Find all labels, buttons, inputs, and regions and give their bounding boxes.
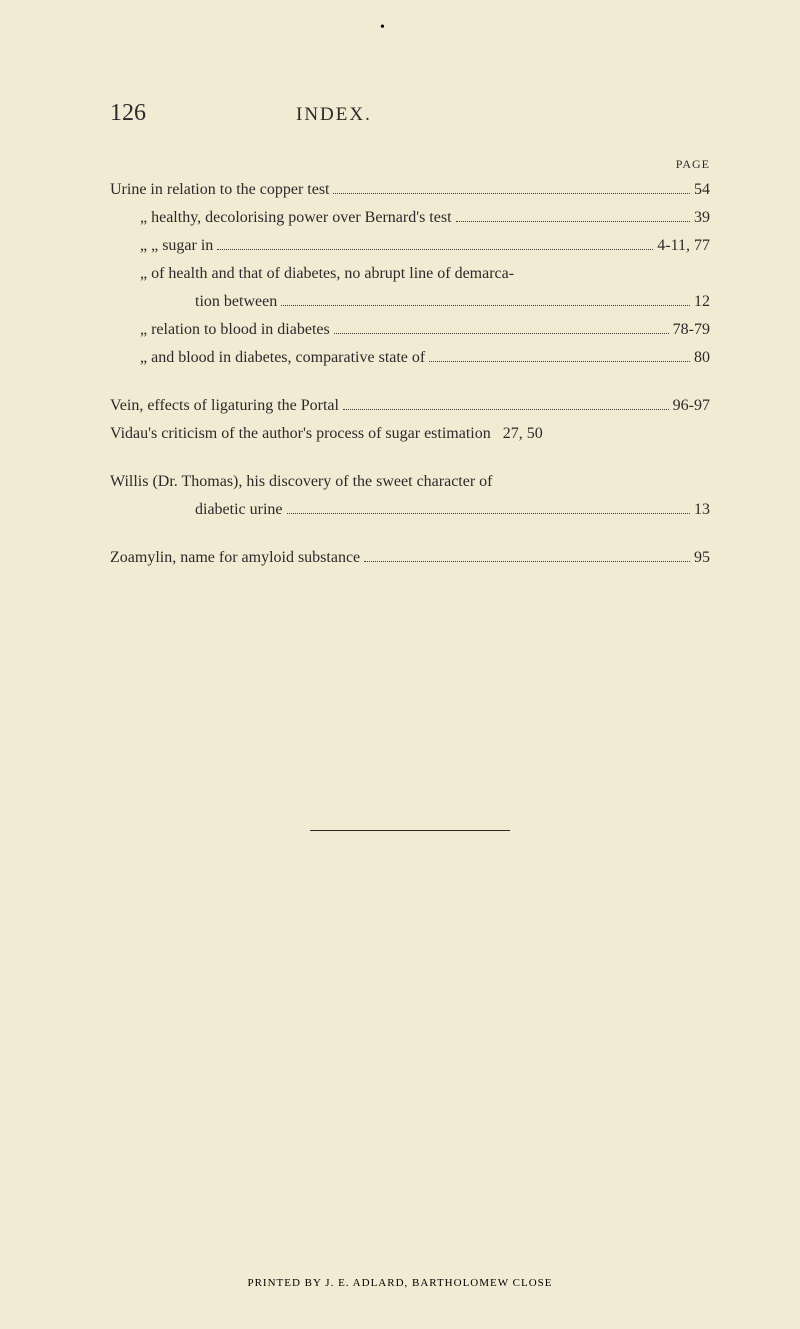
index-entry: Willis (Dr. Thomas), his discovery of th…	[110, 470, 710, 494]
entry-text: Zoamylin, name for amyloid substance	[110, 546, 360, 570]
entry-text: „ of health and that of diabetes, no abr…	[140, 262, 514, 286]
index-entry: Urine in relation to the copper test 54	[110, 178, 710, 202]
page-number: 126	[110, 100, 146, 127]
leader-dots	[281, 305, 690, 306]
entry-text: Willis (Dr. Thomas), his discovery of th…	[110, 470, 493, 494]
entry-page: 80	[694, 346, 710, 370]
index-entry: „ and blood in diabetes, comparative sta…	[110, 346, 710, 370]
index-section-u: Urine in relation to the copper test 54 …	[110, 178, 710, 370]
page-column-label: PAGE	[110, 157, 710, 172]
leader-dots	[343, 409, 669, 410]
index-entry: Vidau's criticism of the author's proces…	[110, 422, 710, 446]
header-title: INDEX.	[296, 104, 372, 126]
index-entry: diabetic urine 13	[110, 498, 710, 522]
entry-page: 13	[694, 498, 710, 522]
leader-dots	[364, 561, 690, 562]
index-entry: „ relation to blood in diabetes 78-79	[110, 318, 710, 342]
index-entry: „ „ sugar in 4-11, 77	[110, 234, 710, 258]
index-entry: tion between 12	[110, 290, 710, 314]
index-section-v: Vein, effects of ligaturing the Portal 9…	[110, 394, 710, 446]
entry-page: 95	[694, 546, 710, 570]
entry-text: „ „ sugar in	[140, 234, 213, 258]
index-entry: „ healthy, decolorising power over Berna…	[110, 206, 710, 230]
entry-text: „ relation to blood in diabetes	[140, 318, 330, 342]
leader-dots	[456, 221, 690, 222]
index-entry: „ of health and that of diabetes, no abr…	[110, 262, 710, 286]
top-mark: •	[380, 20, 385, 36]
footer-imprint: PRINTED BY J. E. ADLARD, BARTHOLOMEW CLO…	[0, 1277, 800, 1289]
entry-text: Vidau's criticism of the author's proces…	[110, 422, 491, 446]
leader-dots	[334, 333, 669, 334]
entry-page: 96-97	[673, 394, 710, 418]
entry-page: 27, 50	[503, 422, 543, 446]
page-content: 126 INDEX. PAGE Urine in relation to the…	[0, 0, 800, 891]
entry-text: Vein, effects of ligaturing the Portal	[110, 394, 339, 418]
index-section-w: Willis (Dr. Thomas), his discovery of th…	[110, 470, 710, 522]
entry-page: 4-11, 77	[657, 234, 710, 258]
entry-text: „ healthy, decolorising power over Berna…	[140, 206, 452, 230]
entry-page: 78-79	[673, 318, 710, 342]
leader-dots	[287, 513, 690, 514]
entry-page: 54	[694, 178, 710, 202]
divider-line	[310, 830, 510, 831]
entry-text: tion between	[195, 290, 277, 314]
index-section-z: Zoamylin, name for amyloid substance 95	[110, 546, 710, 570]
entry-page: 12	[694, 290, 710, 314]
leader-dots	[333, 193, 690, 194]
leader-dots	[217, 249, 653, 250]
entry-text: diabetic urine	[195, 498, 283, 522]
index-entry: Vein, effects of ligaturing the Portal 9…	[110, 394, 710, 418]
entry-text: Urine in relation to the copper test	[110, 178, 329, 202]
leader-dots	[429, 361, 690, 362]
entry-text: „ and blood in diabetes, comparative sta…	[140, 346, 425, 370]
index-entry: Zoamylin, name for amyloid substance 95	[110, 546, 710, 570]
entry-page: 39	[694, 206, 710, 230]
header: 126 INDEX.	[110, 100, 710, 127]
